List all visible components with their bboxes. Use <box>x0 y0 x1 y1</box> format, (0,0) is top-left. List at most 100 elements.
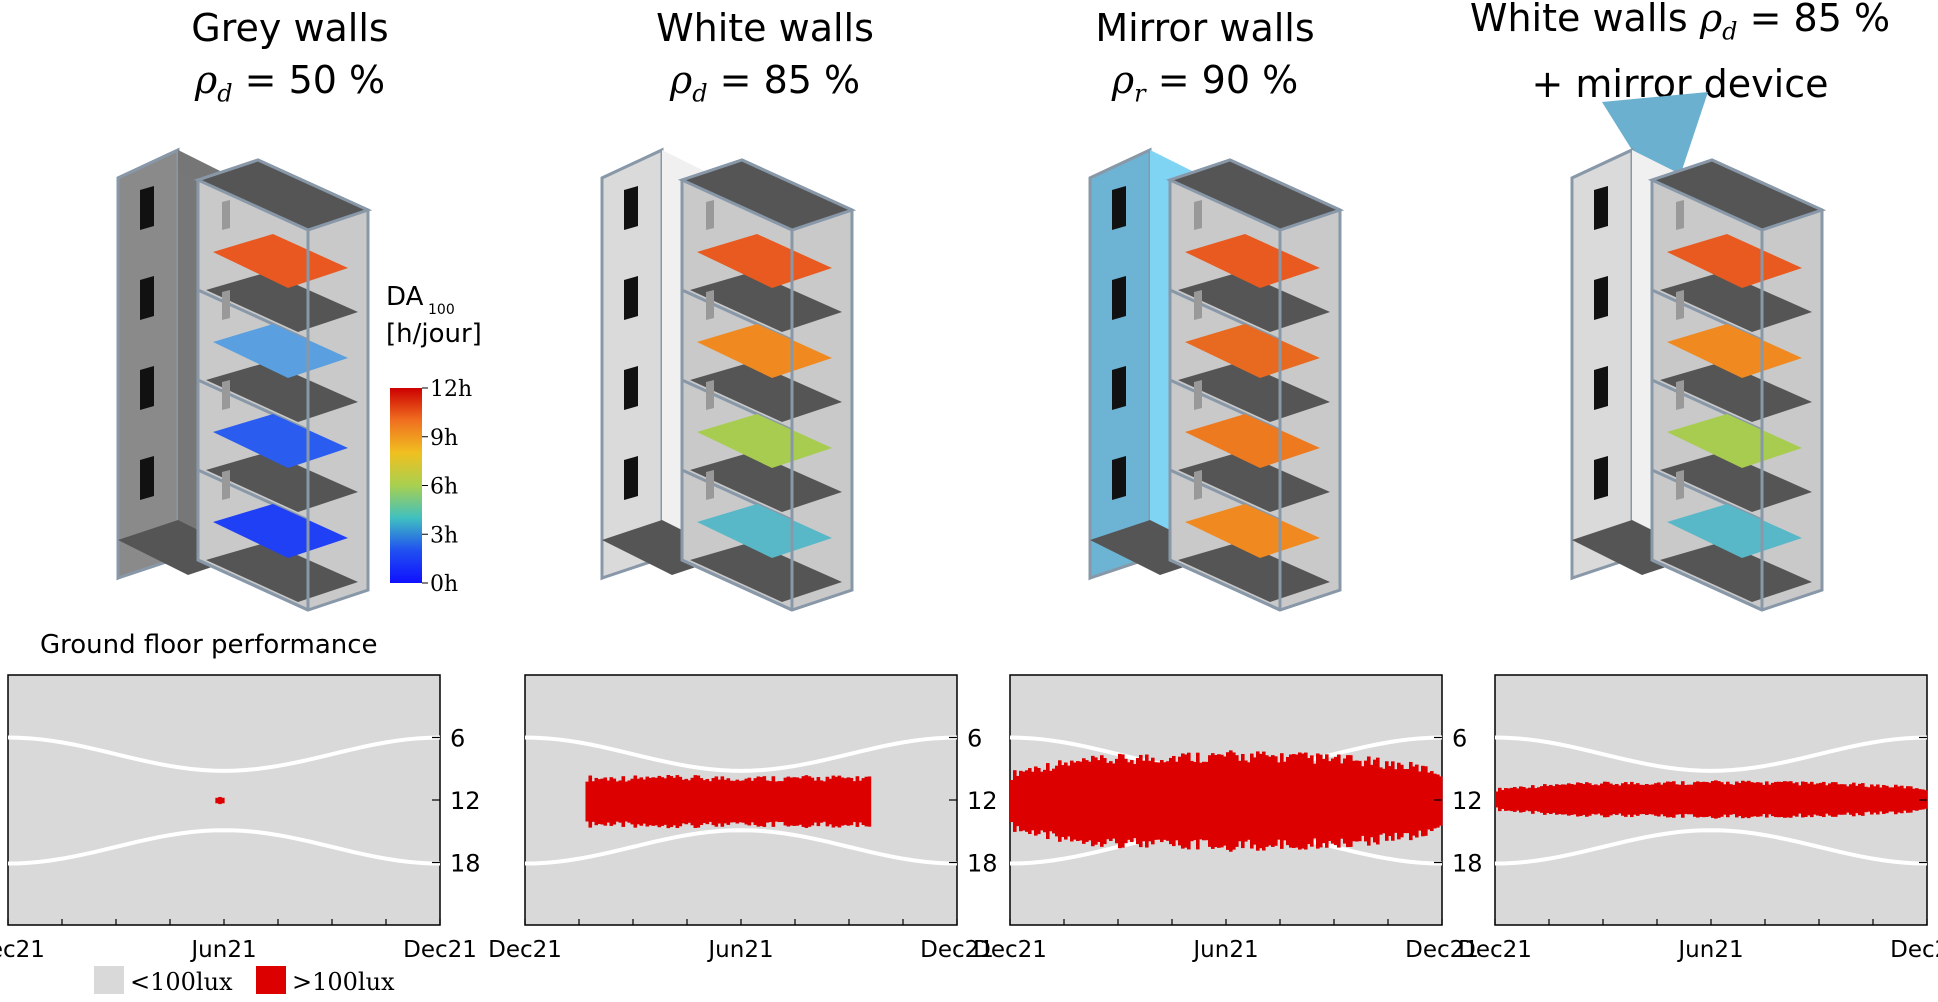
sunlit-bar <box>1097 760 1101 842</box>
sunlit-bar <box>1247 762 1251 840</box>
sunlit-bar <box>1834 782 1838 817</box>
sunlit-bar <box>1816 783 1820 816</box>
sunset-curve <box>7 828 441 866</box>
sunlit-bar <box>1199 762 1203 840</box>
y-tick-label: 12 <box>1452 787 1483 815</box>
sunlit-bar <box>1603 781 1607 818</box>
sunlit-bar <box>1807 783 1811 816</box>
sunlit-bar <box>1696 781 1700 818</box>
building-4 <box>1570 92 1827 612</box>
sunlit-bar <box>1789 781 1793 818</box>
sunlit-bar <box>1043 769 1047 833</box>
chart-3: 6 12 18 Dec21 Jun21 Dec21 <box>973 674 1483 963</box>
sunlit-bar <box>1070 760 1074 842</box>
sunlit-bar <box>858 780 863 823</box>
sunlit-bar <box>1268 756 1272 846</box>
sunlit-bar <box>1894 784 1898 815</box>
sunlit-bar <box>1307 758 1311 845</box>
sunlit-bar <box>1190 760 1194 842</box>
sunlit-bar <box>771 776 776 827</box>
floor-slab <box>1178 272 1330 332</box>
y-tick-label: 6 <box>967 725 982 753</box>
sunlit-bar <box>1525 788 1529 811</box>
sunlit-bar <box>1825 785 1829 814</box>
sunlit-bar <box>1612 784 1616 815</box>
sunlit-bar <box>843 778 848 825</box>
sunlit-bar <box>1756 782 1760 817</box>
sunlit-bar <box>711 778 716 826</box>
floor-slab <box>1660 542 1812 602</box>
x-tick-label: Dec21 <box>973 937 1047 963</box>
sunlit-bar <box>1564 784 1568 815</box>
sunlit-bar <box>849 777 854 826</box>
interior-window <box>1676 290 1684 320</box>
sunlit-bar <box>624 781 629 822</box>
sunlit-bar <box>675 775 680 829</box>
sunlit-bar <box>1846 786 1850 813</box>
floor-daylight-map-1 <box>1667 234 1802 288</box>
sunlit-bar <box>1082 758 1086 844</box>
floor-daylight-map-2 <box>1667 324 1802 378</box>
sunlit-bar <box>1361 766 1365 836</box>
sunlit-bar <box>1418 771 1422 831</box>
sunlit-bar <box>1714 780 1718 819</box>
sunlit-bar <box>1415 764 1419 838</box>
interior-window <box>222 470 230 500</box>
buildings-group <box>116 92 1827 612</box>
title-mirror-walls: Mirror walls ρr = 90 % <box>1005 2 1405 120</box>
legend-swatch <box>256 966 286 994</box>
floor-slab <box>690 272 842 332</box>
sunlit-bar <box>585 781 590 822</box>
sunlit-bar <box>1639 784 1643 815</box>
sunlit-bar <box>1388 766 1392 836</box>
floor-slab <box>206 452 358 512</box>
interior-window <box>1194 380 1202 410</box>
sunlit-bar <box>1705 781 1709 817</box>
sunlit-bar <box>1738 783 1742 816</box>
sunlit-bar <box>1241 753 1245 849</box>
interior-window <box>706 290 714 320</box>
sunlit-bar <box>1891 787 1895 812</box>
sunlit-bar <box>1088 761 1092 841</box>
sunlit-bar <box>588 775 593 828</box>
sunlit-bar <box>1040 771 1044 831</box>
sunlit-bar <box>1325 754 1329 848</box>
x-tick-label: Jun21 <box>1191 937 1258 963</box>
sunlit-bar <box>1391 761 1395 841</box>
sunlit-bar <box>1822 781 1826 818</box>
sunlit-bar <box>1259 753 1263 849</box>
sunlit-bar <box>1648 784 1652 815</box>
sunlit-bar <box>1400 764 1404 838</box>
sunlit-bar <box>1549 784 1553 815</box>
sunlit-bar <box>1349 755 1353 847</box>
sunlit-bar <box>1735 781 1739 818</box>
sunlit-bar <box>1217 754 1221 848</box>
sunlit-bar <box>1244 760 1248 842</box>
sunlit-bar <box>1810 781 1814 818</box>
sunlit-bar <box>1900 785 1904 814</box>
sunlit-bar <box>1795 782 1799 817</box>
y-tick-label: 12 <box>450 787 481 815</box>
sunlit-bar <box>738 780 743 823</box>
sunlit-bar <box>783 777 788 826</box>
sunlit-bar <box>1334 757 1338 846</box>
sunlit-bar <box>1507 788 1511 811</box>
sunlit-bar <box>1819 782 1823 817</box>
sunlit-bar <box>828 778 833 825</box>
sunlit-bar <box>684 778 689 825</box>
title-line2: ρd = 50 % <box>194 58 386 108</box>
sunlit-bar <box>693 775 698 829</box>
floor-daylight-map-2 <box>213 324 348 378</box>
floor-slab <box>1178 452 1330 512</box>
sunlit-bar <box>1148 760 1152 842</box>
colorbar-unit: [h/jour] <box>386 319 482 349</box>
sunlit-bar <box>1340 763 1344 839</box>
interior-window <box>222 200 230 230</box>
sunlit-bar <box>1627 784 1631 815</box>
sunlit-bar <box>1666 781 1670 818</box>
sunlit-bar <box>1412 766 1416 836</box>
floor-slab <box>206 362 358 422</box>
sunlit-bar <box>1133 763 1137 839</box>
